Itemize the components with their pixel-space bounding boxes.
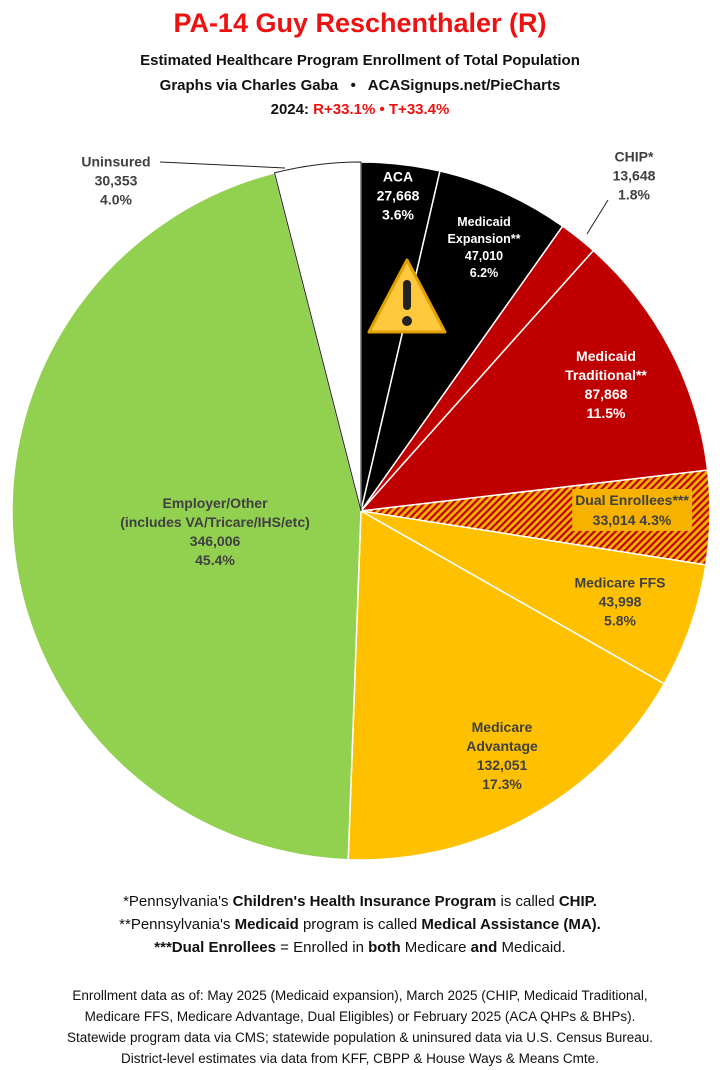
footnote-dual: ***Dual Enrollees = Enrolled in both Med… xyxy=(154,939,566,956)
chip-leader-line xyxy=(586,199,609,235)
year-label: 2024: xyxy=(270,101,314,118)
pie-slice-medicare-ffs xyxy=(360,510,707,685)
election-margins: 2024: R+33.1% • T+33.4% xyxy=(0,101,720,118)
footnote-chip: *Pennsylvania's Children's Health Insura… xyxy=(123,893,597,910)
margin-t: T+33.4% xyxy=(388,101,450,118)
label-medicare-ffs: Medicare FFS 43,998 5.8% xyxy=(574,574,666,629)
label-medicaid-expansion: Medicaid Expansion** 47,010 6.2% xyxy=(447,215,521,280)
label-chip: CHIP* 13,648 1.8% xyxy=(612,148,656,203)
source-line: Medicare FFS, Medicare Advantage, Dual E… xyxy=(84,1009,636,1024)
label-aca: ACA 27,668 3.6% xyxy=(376,168,420,223)
pie-slice-medicaid-expansion xyxy=(360,170,564,512)
label-medicare-advantage: Medicare Advantage 132,051 17.3% xyxy=(466,719,538,792)
warning-icon xyxy=(367,258,447,334)
label-medicaid-traditional: Medicaid Traditional** 87,868 11.5% xyxy=(565,348,647,421)
label-employer-other: Employer/Other (includes VA/Tricare/IHS/e… xyxy=(120,495,310,568)
pie-slice-employer-other xyxy=(11,171,362,861)
chart-credit: Graphs via Charles Gaba • ACASignups.net… xyxy=(159,77,561,94)
source-notes: Enrollment data as of: May 2025 (Medicai… xyxy=(0,985,720,1069)
separator: • xyxy=(375,101,389,118)
uninsured-leader-line xyxy=(159,161,286,169)
label-dual-enrollees: Dual Enrollees*** 33,014 4.3% xyxy=(572,489,692,531)
chart-subtitle: Estimated Healthcare Program Enrollment … xyxy=(140,52,580,69)
pie-slice-uninsured xyxy=(273,161,362,512)
footnote-medicaid: **Pennsylvania's Medicaid program is cal… xyxy=(119,916,601,933)
chart-title: PA-14 Guy Reschenthaler (R) xyxy=(173,8,547,38)
pie-slice-medicare-advantage xyxy=(347,509,666,861)
pie-slice-medicaid-traditional xyxy=(359,249,709,512)
footnotes: *Pennsylvania's Children's Health Insura… xyxy=(0,890,720,959)
label-uninsured: Uninsured 30,353 4.0% xyxy=(81,153,151,208)
margin-r: R+33.1% xyxy=(313,101,376,118)
source-line: District-level estimates via data from K… xyxy=(121,1051,599,1066)
source-line: Enrollment data as of: May 2025 (Medicai… xyxy=(72,988,648,1003)
source-line: Statewide program data via CMS; statewid… xyxy=(66,1030,654,1045)
